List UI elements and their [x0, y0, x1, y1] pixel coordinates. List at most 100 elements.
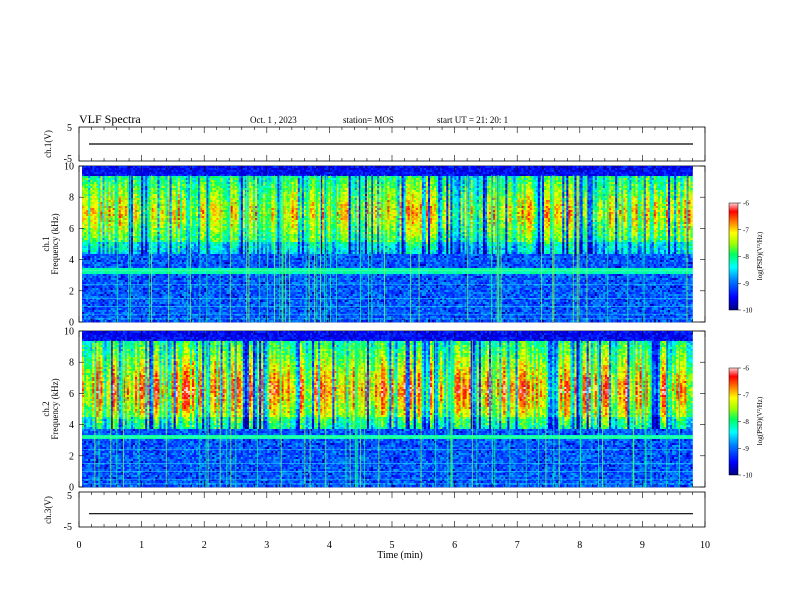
- spectrogram-cell: [151, 244, 154, 247]
- spectrogram-cell: [194, 304, 197, 307]
- spectrogram-cell: [143, 212, 146, 215]
- spectrogram-cell: [185, 230, 189, 233]
- spectrogram-cell: [116, 246, 120, 249]
- spectrogram-cell: [151, 212, 154, 215]
- spectrogram-cell: [187, 312, 191, 315]
- spectrogram-cell: [196, 292, 199, 295]
- spectrogram-cell: [108, 240, 111, 243]
- spectrogram-cell: [189, 210, 193, 213]
- spectrogram-cell: [202, 228, 205, 231]
- spectrogram-cell: [90, 224, 93, 227]
- spectrogram-cell: [84, 306, 87, 309]
- spectrogram-cell: [175, 238, 179, 241]
- spectrogram-cell: [202, 296, 205, 299]
- spectrogram-cell: [116, 272, 120, 275]
- spectrogram-cell: [179, 180, 183, 183]
- spectrogram-cell: [149, 288, 152, 291]
- spectrogram-cell: [173, 248, 177, 251]
- spectrogram-cell: [88, 254, 91, 257]
- spectrogram-cell: [179, 308, 183, 311]
- spectrogram-cell: [200, 248, 203, 251]
- spectrogram-cell: [82, 292, 85, 295]
- spectrogram-cell: [147, 238, 150, 241]
- spectrogram-cell: [161, 226, 164, 229]
- spectrogram-cell: [139, 248, 142, 251]
- spectrogram-cell: [139, 182, 142, 185]
- spectrogram-cell: [124, 250, 128, 253]
- spectrogram-cell: [124, 174, 128, 177]
- spectrogram-cell: [100, 170, 103, 173]
- spectrogram-cell: [124, 172, 128, 175]
- spectrogram-cell: [169, 184, 172, 187]
- spectrogram-cell: [198, 176, 201, 179]
- spectrogram-cell: [135, 172, 138, 175]
- spectrogram-cell: [104, 258, 107, 261]
- spectrogram-cell: [185, 284, 189, 287]
- spectrogram-cell: [157, 170, 160, 173]
- spectrogram-cell: [139, 198, 142, 201]
- spectrogram-cell: [122, 262, 126, 265]
- spectrogram-cell: [153, 224, 156, 227]
- spectrogram-cell: [102, 254, 105, 257]
- spectrogram-cell: [118, 178, 122, 181]
- spectrogram-cell: [189, 314, 193, 317]
- spectrogram-cell: [169, 286, 172, 289]
- spectrogram-cell: [187, 296, 191, 299]
- spectrogram-cell: [110, 196, 113, 199]
- spectrogram-cell: [120, 242, 124, 245]
- spectrogram-cell: [124, 208, 128, 211]
- spectrogram-cell: [137, 200, 140, 203]
- spectrogram-cell: [183, 192, 187, 195]
- spectrogram-cell: [200, 240, 203, 243]
- spectrogram-cell: [84, 184, 87, 187]
- spectrogram-cell: [137, 214, 140, 217]
- spectrogram-cell: [98, 188, 101, 191]
- spectrogram-cell: [126, 228, 130, 231]
- spectrogram-cell: [84, 246, 87, 249]
- spectrogram-cell: [86, 296, 89, 299]
- spectrogram-cell: [149, 294, 152, 297]
- spectrogram-cell: [169, 262, 172, 265]
- spectrogram-cell: [104, 172, 107, 175]
- spectrogram-cell: [189, 188, 193, 191]
- spectrogram-cell: [169, 182, 172, 185]
- spectrogram-cell: [88, 304, 91, 307]
- spectrogram-cell: [177, 284, 181, 287]
- spectrogram-cell: [151, 314, 154, 317]
- spectrogram-cell: [185, 174, 189, 177]
- spectrogram-cell: [165, 268, 168, 271]
- spectrogram-cell: [151, 194, 154, 197]
- spectrogram-cell: [118, 244, 122, 247]
- spectrogram-cell: [120, 296, 124, 299]
- spectrogram-cell: [177, 216, 181, 219]
- spectrogram-cell: [137, 216, 140, 219]
- spectrogram-cell: [185, 190, 189, 193]
- spectrogram-cell: [118, 172, 122, 175]
- spectrogram-cell: [118, 284, 122, 287]
- spectrogram-cell: [173, 298, 177, 301]
- spectrogram-cell: [110, 316, 113, 319]
- spectrogram-cell: [82, 168, 85, 171]
- spectrogram-cell: [118, 258, 122, 261]
- spectrogram-cell: [191, 178, 195, 181]
- spectrogram-cell: [191, 288, 195, 291]
- spectrogram-cell: [163, 312, 166, 315]
- spectrogram-cell: [173, 168, 177, 171]
- spectrogram-cell: [135, 198, 138, 201]
- spectrogram-cell: [82, 236, 85, 239]
- spectrogram-cell: [175, 294, 179, 297]
- spectrogram-cell: [102, 268, 105, 271]
- spectrogram-cell: [137, 312, 140, 315]
- spectrogram-cell: [151, 228, 154, 231]
- spectrogram-cell: [177, 186, 181, 189]
- spectrogram-cell: [100, 214, 103, 217]
- spectrogram-cell: [171, 304, 174, 307]
- spectrogram-cell: [116, 298, 120, 301]
- spectrogram-cell: [165, 174, 168, 177]
- spectrogram-cell: [116, 260, 120, 263]
- spectrogram-cell: [204, 172, 207, 175]
- spectrogram-cell: [198, 170, 201, 173]
- spectrogram-cell: [116, 208, 120, 211]
- spectrogram-cell: [202, 178, 205, 181]
- spectrogram-cell: [132, 210, 136, 213]
